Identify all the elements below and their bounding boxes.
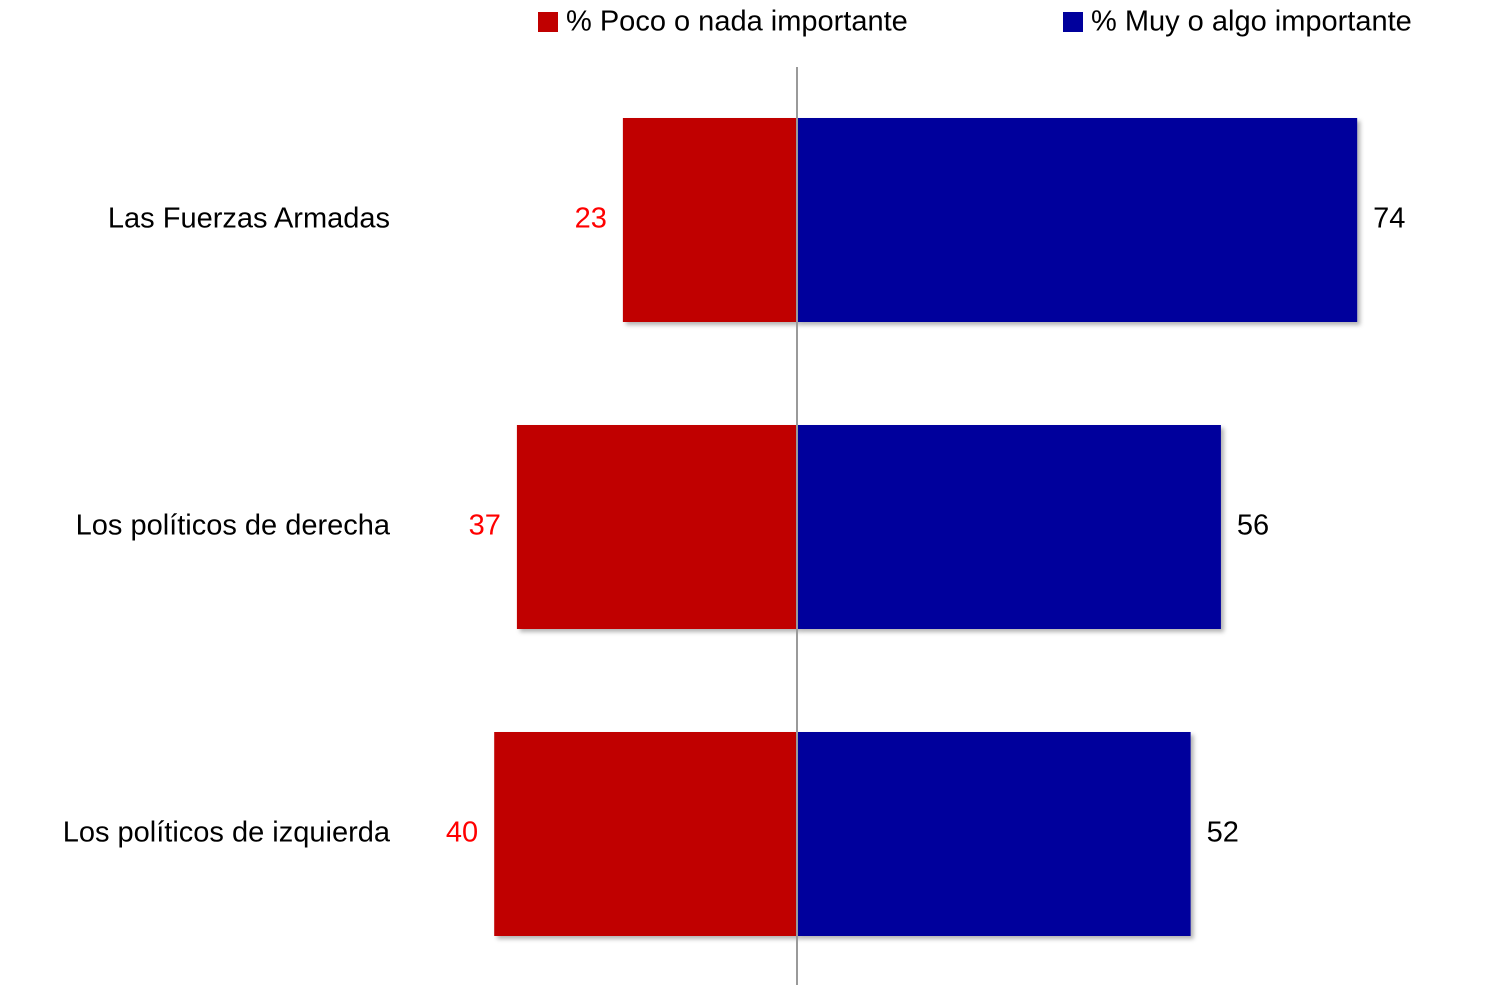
bar: [516, 425, 797, 629]
bar: [622, 118, 797, 322]
bar: [797, 732, 1191, 936]
category-label: Las Fuerzas Armadas: [108, 203, 390, 235]
bar: [494, 732, 797, 936]
value-label: 37: [469, 510, 501, 542]
value-label: 74: [1373, 203, 1405, 235]
value-label: 40: [446, 817, 478, 849]
bar: [797, 425, 1221, 629]
value-label: 23: [575, 203, 607, 235]
legend-label: % Poco o nada importante: [566, 6, 908, 38]
legend-swatch: [538, 12, 558, 32]
legend-label: % Muy o algo importante: [1091, 6, 1412, 38]
bar: [797, 118, 1358, 322]
value-label: 52: [1207, 817, 1239, 849]
category-label: Los políticos de izquierda: [63, 817, 391, 849]
value-label: 56: [1237, 510, 1269, 542]
legend-swatch: [1063, 12, 1083, 32]
category-label: Los políticos de derecha: [76, 510, 391, 542]
